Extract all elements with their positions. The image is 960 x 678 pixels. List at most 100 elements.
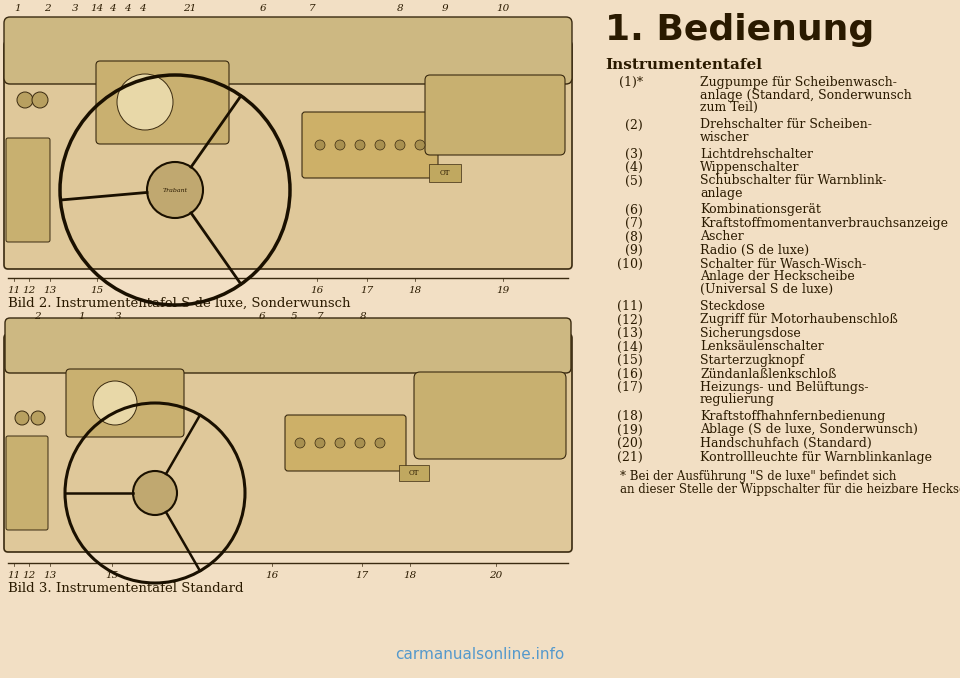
Text: wischer: wischer [700, 131, 750, 144]
Text: Drehschalter für Scheiben-: Drehschalter für Scheiben- [700, 119, 872, 132]
Text: 6: 6 [258, 312, 265, 321]
Text: Bild 3. Instrumententafel Standard: Bild 3. Instrumententafel Standard [8, 582, 244, 595]
Text: 17: 17 [355, 571, 369, 580]
Circle shape [335, 438, 345, 448]
Text: 12: 12 [22, 571, 36, 580]
Text: 4: 4 [124, 4, 131, 13]
Text: (15): (15) [617, 354, 643, 367]
Text: 8: 8 [360, 312, 367, 321]
Text: Kraftstoffmomentanverbrauchsanzeige: Kraftstoffmomentanverbrauchsanzeige [700, 217, 948, 230]
Circle shape [32, 92, 48, 108]
Circle shape [375, 438, 385, 448]
Text: anlage (Standard, Sonderwunsch: anlage (Standard, Sonderwunsch [700, 89, 912, 102]
Text: 3: 3 [72, 4, 79, 13]
Text: (6): (6) [625, 203, 643, 216]
Text: Ascher: Ascher [700, 231, 744, 243]
Text: Schalter für Wasch-Wisch-: Schalter für Wasch-Wisch- [700, 258, 866, 271]
Text: 21: 21 [183, 4, 197, 13]
Text: * Bei der Ausführung "S de luxe" befindet sich: * Bei der Ausführung "S de luxe" befinde… [620, 470, 897, 483]
Circle shape [375, 140, 385, 150]
Text: (1)*: (1)* [619, 76, 643, 89]
Text: 8: 8 [396, 4, 403, 13]
Text: (4): (4) [625, 161, 643, 174]
Text: 1. Bedienung: 1. Bedienung [605, 13, 875, 47]
Text: (20): (20) [617, 437, 643, 450]
Text: Heizungs- und Belüftungs-: Heizungs- und Belüftungs- [700, 381, 869, 394]
Text: (19): (19) [617, 424, 643, 437]
Text: Starterzugknopf: Starterzugknopf [700, 354, 804, 367]
FancyBboxPatch shape [4, 17, 572, 84]
Text: 5: 5 [291, 312, 298, 321]
Text: (21): (21) [617, 450, 643, 464]
Text: OT: OT [440, 169, 450, 177]
Circle shape [133, 471, 177, 515]
Text: 11: 11 [8, 571, 20, 580]
FancyBboxPatch shape [285, 415, 406, 471]
Text: 16: 16 [310, 286, 324, 295]
Circle shape [15, 411, 29, 425]
Text: (14): (14) [617, 340, 643, 353]
Text: (2): (2) [625, 119, 643, 132]
Text: Wippenschalter: Wippenschalter [700, 161, 800, 174]
Text: (8): (8) [625, 231, 643, 243]
Text: 4: 4 [138, 4, 145, 13]
Text: 15: 15 [90, 286, 104, 295]
FancyBboxPatch shape [302, 112, 438, 178]
FancyBboxPatch shape [96, 61, 229, 144]
Text: 13: 13 [43, 286, 57, 295]
FancyBboxPatch shape [4, 41, 572, 269]
Circle shape [415, 140, 425, 150]
Text: 18: 18 [408, 286, 421, 295]
Text: 12: 12 [22, 286, 36, 295]
Circle shape [355, 140, 365, 150]
Text: 15: 15 [106, 571, 119, 580]
FancyBboxPatch shape [4, 334, 572, 552]
FancyBboxPatch shape [6, 436, 48, 530]
Circle shape [295, 438, 305, 448]
Text: carmanualsonline.info: carmanualsonline.info [396, 647, 564, 662]
Text: 2: 2 [44, 4, 50, 13]
Text: Zündanlaßlenkschloß: Zündanlaßlenkschloß [700, 367, 836, 380]
Text: (9): (9) [625, 244, 643, 257]
Text: Instrumententafel: Instrumententafel [605, 58, 762, 72]
Text: 7: 7 [309, 4, 315, 13]
Circle shape [395, 140, 405, 150]
Circle shape [147, 162, 203, 218]
FancyBboxPatch shape [66, 369, 184, 437]
Text: (Universal S de luxe): (Universal S de luxe) [700, 283, 833, 296]
Circle shape [355, 438, 365, 448]
Text: OT: OT [409, 469, 420, 477]
Text: 7: 7 [317, 312, 324, 321]
Circle shape [117, 74, 173, 130]
Text: (18): (18) [617, 410, 643, 423]
Text: Kraftstoffhahnfernbedienung: Kraftstoffhahnfernbedienung [700, 410, 885, 423]
Text: Kontrollleuchte für Warnblinkanlage: Kontrollleuchte für Warnblinkanlage [700, 450, 932, 464]
Text: 11: 11 [8, 286, 20, 295]
Text: Radio (S de luxe): Radio (S de luxe) [700, 244, 809, 257]
Text: (5): (5) [625, 174, 643, 188]
Text: Zugriff für Motorhaubenschloß: Zugriff für Motorhaubenschloß [700, 313, 898, 327]
Text: 13: 13 [43, 571, 57, 580]
Text: 1: 1 [14, 4, 21, 13]
Text: Ablage (S de luxe, Sonderwunsch): Ablage (S de luxe, Sonderwunsch) [700, 424, 918, 437]
Text: 18: 18 [403, 571, 417, 580]
FancyBboxPatch shape [429, 164, 461, 182]
Text: Schubschalter für Warnblink-: Schubschalter für Warnblink- [700, 174, 886, 188]
FancyBboxPatch shape [6, 138, 50, 242]
FancyBboxPatch shape [5, 318, 571, 373]
Text: Handschuhfach (Standard): Handschuhfach (Standard) [700, 437, 872, 450]
Text: Steckdose: Steckdose [700, 300, 765, 313]
Text: 4: 4 [108, 4, 115, 13]
Text: an dieser Stelle der Wippschalter für die heizbare Heckscheibe: an dieser Stelle der Wippschalter für di… [620, 483, 960, 496]
Text: anlage: anlage [700, 187, 742, 200]
Text: Bild 2. Instrumententafel S de luxe, Sonderwunsch: Bild 2. Instrumententafel S de luxe, Son… [8, 297, 350, 310]
Circle shape [17, 92, 33, 108]
FancyBboxPatch shape [414, 372, 566, 459]
Circle shape [315, 140, 325, 150]
Text: (16): (16) [617, 367, 643, 380]
Text: Lenksäulenschalter: Lenksäulenschalter [700, 340, 824, 353]
Circle shape [31, 411, 45, 425]
FancyBboxPatch shape [425, 75, 565, 155]
Text: 6: 6 [260, 4, 266, 13]
Text: 20: 20 [490, 571, 503, 580]
